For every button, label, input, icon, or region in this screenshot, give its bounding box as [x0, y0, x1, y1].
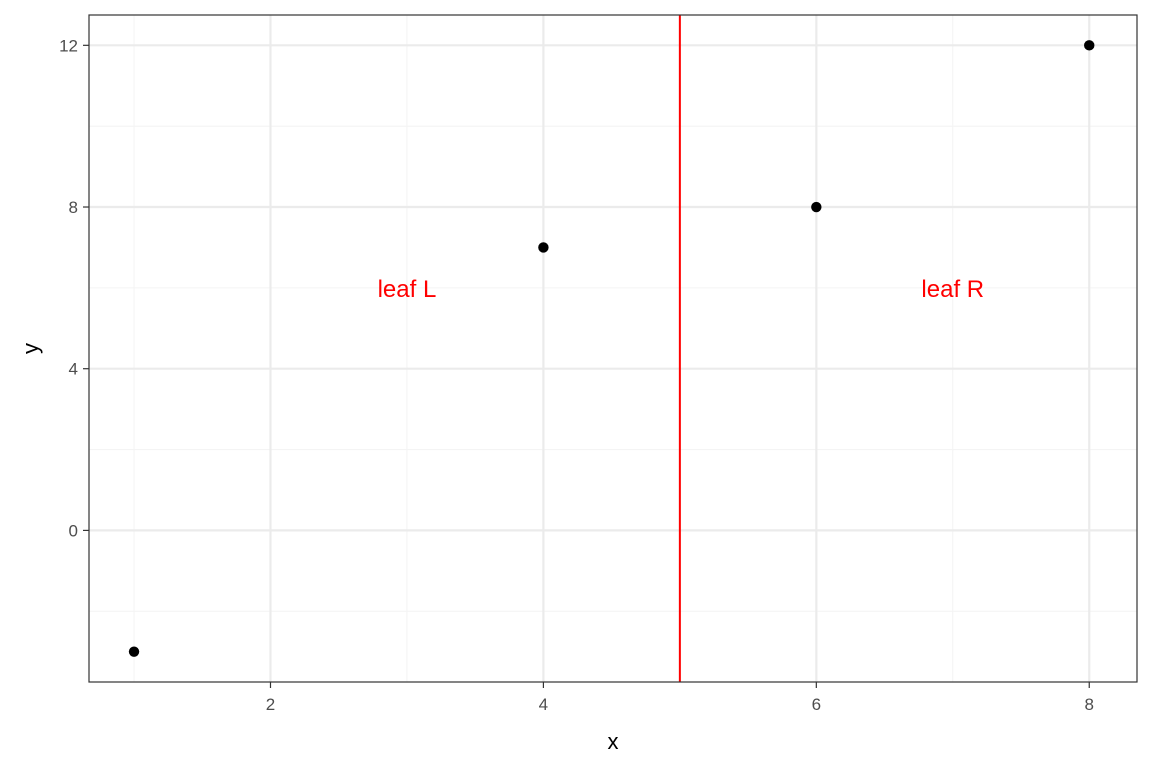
data-point — [1084, 40, 1095, 51]
y-tick-label: 0 — [69, 521, 78, 540]
axis-ticks — [83, 44, 1090, 688]
minor-gridlines — [89, 15, 1137, 682]
y-tick-label: 8 — [69, 198, 78, 217]
axis-tick-labels: 2 4 6 8 0 4 8 12 — [59, 36, 1094, 714]
plot-marks: leaf L leaf R — [128, 15, 1095, 682]
panel-border — [88, 14, 1138, 683]
x-tick-label: 8 — [1085, 695, 1094, 714]
y-axis-title: y — [18, 343, 43, 354]
major-gridlines — [89, 15, 1137, 682]
annotation-label: leaf L — [378, 276, 437, 303]
x-tick-label: 6 — [812, 695, 821, 714]
data-point — [128, 646, 140, 657]
annotation-label: leaf R — [921, 276, 984, 303]
data-point — [538, 242, 549, 253]
y-tick-label: 12 — [59, 36, 78, 55]
x-axis-title: x — [608, 729, 619, 754]
y-tick-label: 4 — [69, 360, 78, 379]
x-tick-label: 2 — [266, 695, 275, 714]
x-tick-label: 4 — [539, 695, 548, 714]
data-point — [811, 201, 822, 213]
